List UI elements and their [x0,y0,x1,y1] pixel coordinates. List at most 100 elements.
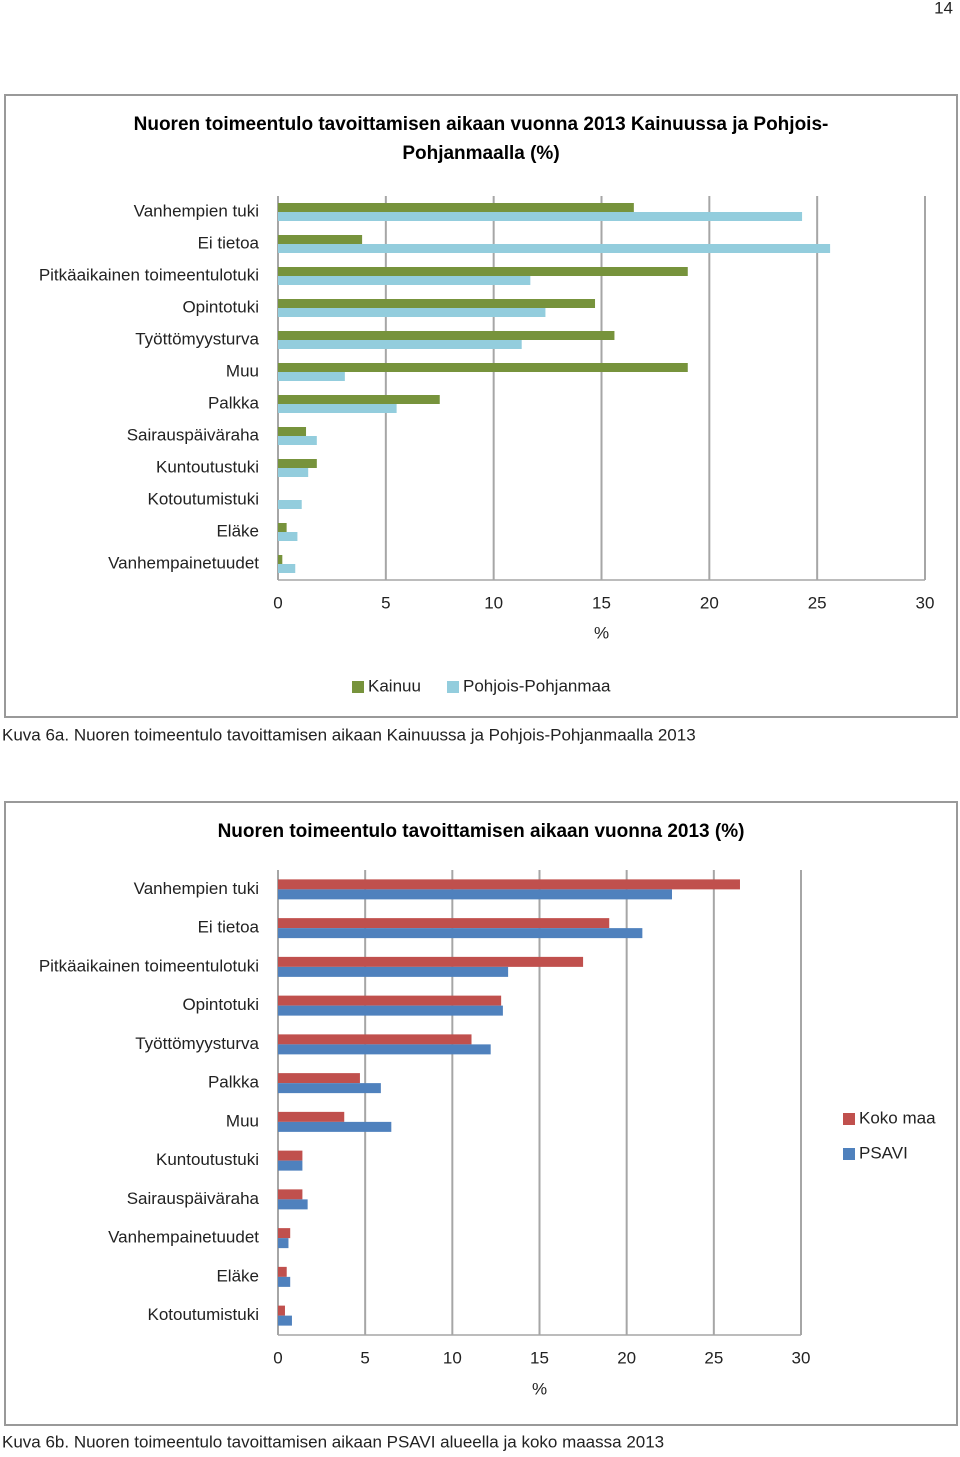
y-tick-label: Muu [226,1111,259,1130]
x-tick-label: 0 [273,593,282,612]
y-tick-label: Eläke [216,521,259,540]
legend-label: Kainuu [368,676,421,695]
bar [278,1228,291,1239]
bar [278,331,615,340]
x-tick-label: 20 [617,1348,636,1367]
bar [278,1160,303,1171]
bar [278,404,397,413]
bar [278,1199,308,1210]
legend-label: PSAVI [859,1143,908,1162]
chart-frame [4,94,958,718]
x-tick-label: 10 [443,1348,462,1367]
legend-swatch [352,681,364,693]
chart-title: Nuoren toimeentulo tavoittamisen aikaan … [217,821,745,842]
x-tick-label: 25 [704,1348,723,1367]
bar [278,267,688,276]
bar [278,1083,381,1094]
legend-label: Koko maa [859,1108,936,1127]
x-tick-label: 10 [484,593,503,612]
bar [278,427,307,436]
y-tick-label: Sairauspäiväraha [127,1189,260,1208]
y-tick-label: Ei tietoa [198,918,260,937]
y-tick-label: Palkka [208,1073,260,1092]
bar [278,395,440,404]
y-tick-label: Pitkäaikainen toimeentulotuki [39,265,259,284]
y-tick-label: Työttömyysturva [135,329,259,348]
x-axis-label: % [532,1379,547,1398]
bar [278,879,740,890]
bar [278,889,672,900]
bar [278,1266,287,1277]
y-tick-label: Kuntoutustuki [156,457,259,476]
y-tick-label: Sairauspäiväraha [127,425,260,444]
bar [278,340,522,349]
chart-frame [4,801,958,1426]
bar [278,308,546,317]
bar [278,500,302,509]
bar [278,918,610,929]
y-tick-label: Vanhempainetuudet [108,553,259,572]
x-tick-label: 15 [530,1348,549,1367]
x-tick-label: 5 [381,593,390,612]
x-tick-label: 20 [700,593,719,612]
bar [278,1238,289,1249]
bar [278,928,643,939]
bar [278,1111,345,1122]
bar [278,244,831,253]
bar [278,1276,291,1287]
legend-swatch [843,1113,855,1125]
y-tick-label: Muu [226,361,259,380]
y-tick-label: Työttömyysturva [135,1034,259,1053]
bar [278,1073,360,1084]
bar [278,555,283,564]
bar [278,956,584,967]
bar [278,363,688,372]
bar [278,203,634,212]
chart-title: Nuoren toimeentulo tavoittamisen aikaan … [133,114,829,164]
bar [278,1315,292,1326]
legend-swatch [447,681,459,693]
bar [278,436,317,445]
x-tick-label: 0 [273,1348,282,1367]
bar [278,564,296,573]
x-tick-label: 15 [592,593,611,612]
y-tick-label: Kotoutumistuki [148,1305,260,1324]
bar [278,995,502,1006]
bar [278,1150,303,1161]
x-tick-label: 25 [808,593,827,612]
y-tick-label: Kuntoutustuki [156,1150,259,1169]
bar [278,966,509,977]
y-tick-label: Pitkäaikainen toimeentulotuki [39,956,259,975]
figure-caption: Kuva 6b. Nuoren toimeentulo tavoittamise… [2,1432,664,1451]
x-tick-label: 5 [360,1348,369,1367]
bar [278,459,317,468]
bar [278,1044,491,1055]
bar [278,1121,392,1132]
bar [278,235,363,244]
x-axis-label: % [594,623,609,642]
y-tick-label: Opintotuki [182,995,259,1014]
bar [278,1305,285,1316]
bar [278,1189,303,1200]
page-number: 14 [934,0,953,17]
y-tick-label: Eläke [216,1266,259,1285]
y-tick-label: Kotoutumistuki [148,489,260,508]
y-tick-label: Opintotuki [182,297,259,316]
bar [278,1005,503,1016]
y-tick-label: Vanhempainetuudet [108,1228,259,1247]
y-tick-label: Palkka [208,393,260,412]
x-tick-label: 30 [792,1348,811,1367]
y-tick-label: Vanhempien tuki [134,879,259,898]
legend-swatch [843,1148,855,1160]
bar [278,212,803,221]
bar [278,523,287,532]
y-tick-label: Vanhempien tuki [134,201,259,220]
bar [278,276,531,285]
bar [278,1034,472,1045]
figure-caption: Kuva 6a. Nuoren toimeentulo tavoittamise… [2,725,696,744]
bar [278,299,596,308]
legend-label: Pohjois-Pohjanmaa [463,676,611,695]
bar [278,372,345,381]
bar [278,532,298,541]
